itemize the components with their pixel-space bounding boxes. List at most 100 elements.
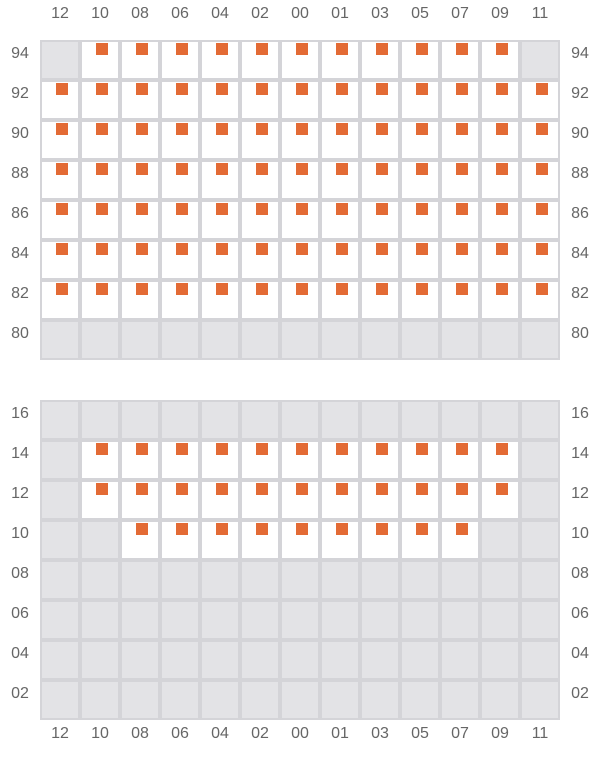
seat[interactable] — [280, 480, 320, 520]
seat[interactable] — [80, 160, 120, 200]
seat[interactable] — [320, 160, 360, 200]
seat[interactable] — [120, 520, 160, 560]
seat[interactable] — [240, 40, 280, 80]
seat[interactable] — [240, 120, 280, 160]
seat[interactable] — [360, 200, 400, 240]
seat[interactable] — [160, 480, 200, 520]
seat[interactable] — [200, 200, 240, 240]
seat[interactable] — [40, 280, 80, 320]
seat[interactable] — [80, 80, 120, 120]
seat[interactable] — [520, 240, 560, 280]
seat[interactable] — [240, 280, 280, 320]
seat[interactable] — [160, 80, 200, 120]
seat[interactable] — [480, 440, 520, 480]
seat[interactable] — [360, 520, 400, 560]
seat[interactable] — [80, 200, 120, 240]
seat[interactable] — [440, 80, 480, 120]
seat[interactable] — [360, 480, 400, 520]
seat[interactable] — [40, 200, 80, 240]
seat[interactable] — [280, 240, 320, 280]
seat[interactable] — [400, 120, 440, 160]
seat[interactable] — [280, 160, 320, 200]
seat[interactable] — [120, 80, 160, 120]
seat[interactable] — [160, 280, 200, 320]
seat[interactable] — [280, 80, 320, 120]
seat[interactable] — [440, 440, 480, 480]
seat[interactable] — [440, 160, 480, 200]
seat[interactable] — [440, 40, 480, 80]
seat[interactable] — [520, 80, 560, 120]
seat[interactable] — [520, 280, 560, 320]
seat[interactable] — [480, 200, 520, 240]
seat[interactable] — [80, 280, 120, 320]
seat[interactable] — [360, 80, 400, 120]
seat[interactable] — [480, 480, 520, 520]
seat[interactable] — [120, 240, 160, 280]
seat[interactable] — [120, 280, 160, 320]
seat[interactable] — [360, 40, 400, 80]
seat[interactable] — [200, 120, 240, 160]
seat[interactable] — [40, 240, 80, 280]
seat[interactable] — [400, 40, 440, 80]
seat[interactable] — [520, 120, 560, 160]
seat[interactable] — [360, 440, 400, 480]
seat[interactable] — [120, 480, 160, 520]
seat[interactable] — [200, 280, 240, 320]
seat[interactable] — [280, 40, 320, 80]
seat[interactable] — [480, 120, 520, 160]
seat[interactable] — [160, 240, 200, 280]
seat[interactable] — [120, 200, 160, 240]
seat[interactable] — [160, 120, 200, 160]
seat[interactable] — [160, 40, 200, 80]
seat[interactable] — [360, 240, 400, 280]
seat[interactable] — [200, 440, 240, 480]
seat[interactable] — [160, 200, 200, 240]
seat[interactable] — [440, 200, 480, 240]
seat[interactable] — [240, 440, 280, 480]
seat[interactable] — [280, 440, 320, 480]
seat[interactable] — [320, 40, 360, 80]
seat[interactable] — [320, 120, 360, 160]
seat[interactable] — [400, 280, 440, 320]
seat[interactable] — [40, 120, 80, 160]
seat[interactable] — [400, 440, 440, 480]
seat[interactable] — [280, 520, 320, 560]
seat[interactable] — [480, 80, 520, 120]
seat[interactable] — [160, 440, 200, 480]
seat[interactable] — [480, 160, 520, 200]
seat[interactable] — [80, 480, 120, 520]
seat[interactable] — [400, 200, 440, 240]
seat[interactable] — [80, 440, 120, 480]
seat[interactable] — [200, 40, 240, 80]
seat[interactable] — [120, 40, 160, 80]
seat[interactable] — [200, 520, 240, 560]
seat[interactable] — [40, 160, 80, 200]
seat[interactable] — [280, 120, 320, 160]
seat[interactable] — [240, 480, 280, 520]
seat[interactable] — [240, 240, 280, 280]
seat[interactable] — [400, 80, 440, 120]
seat[interactable] — [360, 160, 400, 200]
seat[interactable] — [40, 80, 80, 120]
seat[interactable] — [160, 520, 200, 560]
seat[interactable] — [440, 480, 480, 520]
seat[interactable] — [120, 440, 160, 480]
seat[interactable] — [280, 200, 320, 240]
seat[interactable] — [320, 80, 360, 120]
seat[interactable] — [200, 160, 240, 200]
seat[interactable] — [480, 240, 520, 280]
seat[interactable] — [320, 440, 360, 480]
seat[interactable] — [280, 280, 320, 320]
seat[interactable] — [400, 480, 440, 520]
seat[interactable] — [400, 240, 440, 280]
seat[interactable] — [440, 280, 480, 320]
seat[interactable] — [200, 240, 240, 280]
seat[interactable] — [520, 200, 560, 240]
seat[interactable] — [400, 160, 440, 200]
seat[interactable] — [160, 160, 200, 200]
seat[interactable] — [440, 240, 480, 280]
seat[interactable] — [120, 160, 160, 200]
seat[interactable] — [480, 40, 520, 80]
seat[interactable] — [240, 160, 280, 200]
seat[interactable] — [440, 520, 480, 560]
